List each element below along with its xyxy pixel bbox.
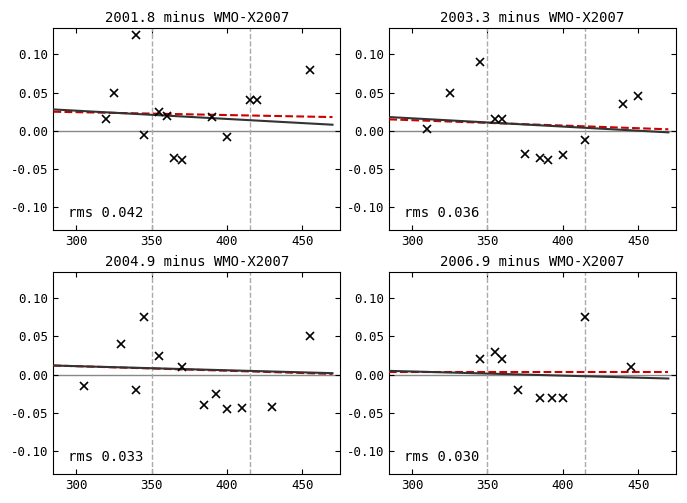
Text: rms 0.033: rms 0.033: [68, 450, 143, 464]
Title: 2003.3 minus WMO-X2007: 2003.3 minus WMO-X2007: [440, 11, 624, 25]
Text: rms 0.036: rms 0.036: [404, 206, 479, 220]
Title: 2001.8 minus WMO-X2007: 2001.8 minus WMO-X2007: [104, 11, 289, 25]
Text: rms 0.042: rms 0.042: [68, 206, 143, 220]
Title: 2006.9 minus WMO-X2007: 2006.9 minus WMO-X2007: [440, 255, 624, 269]
Title: 2004.9 minus WMO-X2007: 2004.9 minus WMO-X2007: [104, 255, 289, 269]
Text: rms 0.030: rms 0.030: [404, 450, 479, 464]
